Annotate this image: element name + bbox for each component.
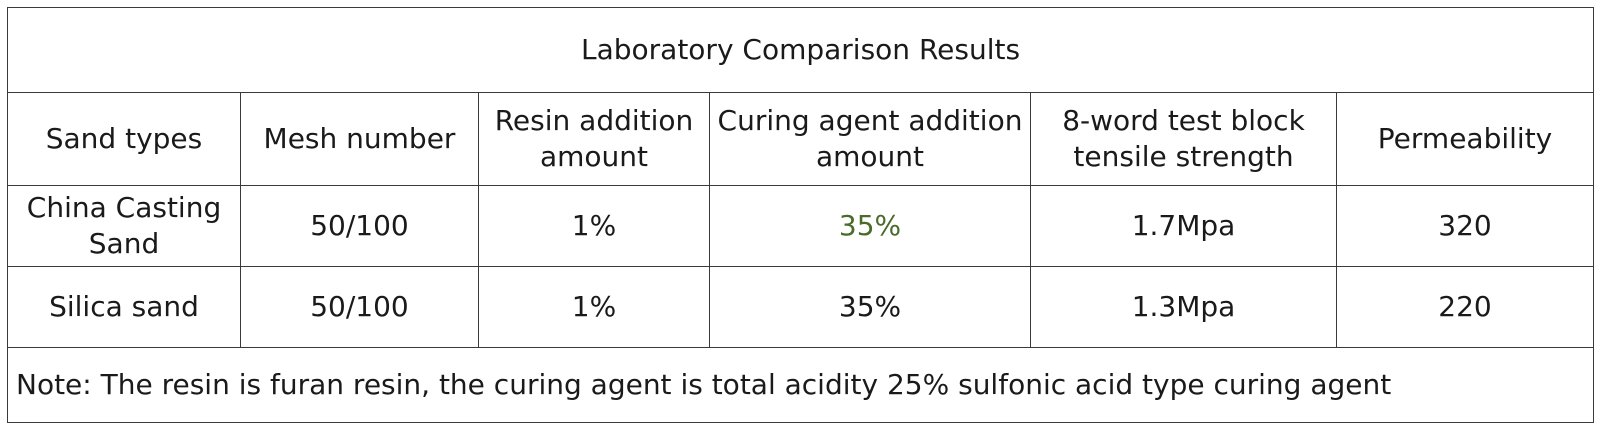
header-mesh-number: Mesh number: [240, 92, 479, 186]
header-tensile-strength: 8-word test block tensile strength: [1030, 92, 1337, 186]
header-resin-line2: amount: [539, 140, 649, 173]
table-title: Laboratory Comparison Results: [6, 7, 1595, 93]
cell-tensile: 1.3Mpa: [1030, 266, 1337, 348]
cell-resin: 1%: [478, 185, 710, 267]
header-resin-line1: Resin addition: [494, 104, 694, 137]
table-note-row: Note: The resin is furan resin, the curi…: [6, 347, 1595, 423]
header-tensile-line1: 8-word test block: [1062, 104, 1305, 137]
header-permeability: Permeability: [1335, 92, 1595, 186]
header-tensile-line2: tensile strength: [1073, 140, 1294, 173]
header-sand-types: Sand types: [7, 92, 241, 186]
cell-mesh: 50/100: [240, 185, 479, 267]
cell-mesh: 50/100: [240, 266, 479, 348]
cell-curing: 35%: [709, 266, 1031, 348]
table-row: Silica sand 50/100 1% 35% 1.3Mpa 220: [7, 266, 1595, 348]
cell-resin: 1%: [478, 266, 710, 348]
table-header-row: Sand types Mesh number Resin addition am…: [7, 92, 1595, 186]
sand-line1: China Casting: [26, 191, 222, 224]
header-resin-addition: Resin addition amount: [478, 92, 710, 186]
sand-line2: Sand: [88, 227, 160, 260]
cell-sand-type: China Casting Sand: [7, 185, 241, 267]
header-curing-line2: amount: [815, 140, 925, 173]
header-curing-line1: Curing agent addition: [717, 104, 1023, 137]
table-title-row: Laboratory Comparison Results: [6, 7, 1595, 93]
cell-curing: 35%: [709, 185, 1031, 267]
cell-tensile: 1.7Mpa: [1030, 185, 1337, 267]
cell-permeability: 220: [1335, 266, 1595, 348]
header-curing-agent: Curing agent addition amount: [709, 92, 1031, 186]
table-note: Note: The resin is furan resin, the curi…: [6, 347, 1595, 423]
comparison-table: Laboratory Comparison Results Sand types…: [6, 7, 1595, 423]
cell-permeability: 320: [1335, 185, 1595, 267]
cell-sand-type: Silica sand: [7, 266, 241, 348]
table-row: China Casting Sand 50/100 1% 35% 1.7Mpa …: [7, 185, 1595, 267]
